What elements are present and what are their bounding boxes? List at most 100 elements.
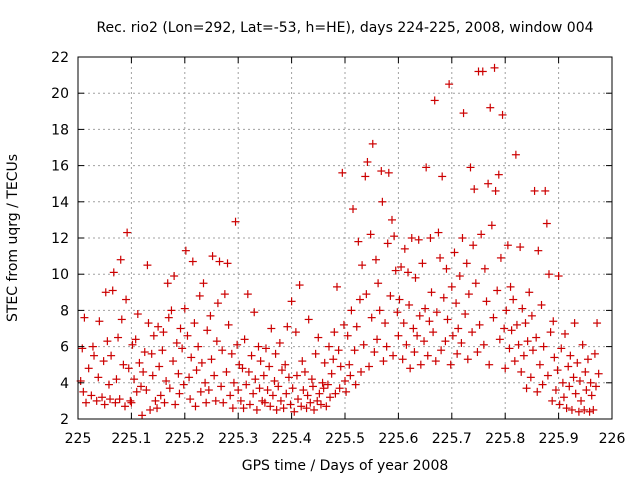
data-point [535, 360, 544, 369]
data-point [302, 404, 311, 413]
data-point [450, 248, 459, 257]
data-point [175, 389, 184, 398]
data-point [355, 295, 364, 304]
data-point [415, 311, 424, 320]
data-point [154, 322, 163, 331]
data-point [434, 228, 443, 237]
data-point [549, 317, 558, 326]
data-point [586, 378, 595, 387]
data-point [274, 382, 283, 391]
data-point [244, 367, 253, 376]
x-tick-label: 225.1 [111, 431, 151, 447]
data-point [479, 340, 488, 349]
data-point [439, 293, 448, 302]
x-tick-label: 225.5 [325, 431, 365, 447]
data-point [119, 360, 128, 369]
data-point [295, 281, 304, 290]
data-point [265, 362, 274, 371]
data-point [101, 288, 110, 297]
data-point [386, 291, 395, 300]
data-point [318, 378, 327, 387]
data-point [395, 295, 404, 304]
data-point [455, 272, 464, 281]
data-point [387, 215, 396, 224]
y-tick-labels: 2 4 6 8 10 12 14 16 18 20 22 [51, 50, 69, 428]
data-point [394, 331, 403, 340]
data-point [336, 362, 345, 371]
data-point [464, 290, 473, 299]
data-point [506, 282, 515, 291]
data-point [164, 313, 173, 322]
data-point [581, 367, 590, 376]
data-point [447, 282, 456, 291]
data-point [594, 369, 603, 378]
data-point [250, 308, 259, 317]
data-point [314, 333, 323, 342]
data-point [131, 335, 140, 344]
data-point [514, 340, 523, 349]
data-point [87, 391, 96, 400]
data-point [509, 295, 518, 304]
data-point [339, 320, 348, 329]
data-point [306, 398, 315, 407]
data-point [537, 300, 546, 309]
data-point [294, 395, 303, 404]
data-point [100, 400, 109, 409]
data-point [210, 371, 219, 380]
data-point [329, 355, 338, 364]
data-point [577, 396, 586, 405]
data-point [135, 358, 144, 367]
data-point [416, 360, 425, 369]
y-tick-label: 18 [51, 122, 69, 138]
data-point [555, 400, 564, 409]
data-point [441, 337, 450, 346]
data-point [82, 398, 91, 407]
y-tick-label: 2 [60, 412, 69, 428]
data-point [247, 351, 256, 360]
data-point [103, 337, 112, 346]
data-point [477, 230, 486, 239]
data-point [442, 264, 451, 273]
data-point [589, 405, 598, 414]
data-point [174, 369, 183, 378]
data-point [88, 342, 97, 351]
data-point [192, 366, 201, 375]
data-point [107, 351, 116, 360]
data-point [331, 389, 340, 398]
data-point [534, 246, 543, 255]
y-axis-label: STEC from uqrg / TECUs [5, 154, 21, 322]
data-point [315, 389, 324, 398]
data-point [489, 313, 498, 322]
data-point [400, 244, 409, 253]
data-point [502, 306, 511, 315]
data-point [109, 268, 118, 277]
data-point [346, 371, 355, 380]
data-point [463, 355, 472, 364]
data-point [418, 259, 427, 268]
data-point [459, 109, 468, 118]
data-point [490, 63, 499, 72]
data-point [518, 304, 527, 313]
data-point [297, 402, 306, 411]
data-point [78, 344, 87, 353]
data-point [169, 357, 178, 366]
data-point [151, 396, 160, 405]
data-point [343, 331, 352, 340]
data-point [204, 386, 213, 395]
data-point [213, 299, 222, 308]
data-point [165, 384, 174, 393]
data-point [335, 384, 344, 393]
data-point [569, 373, 578, 382]
data-point [405, 300, 414, 309]
data-point [359, 340, 368, 349]
data-point [183, 331, 192, 340]
data-point [128, 340, 137, 349]
data-point [393, 308, 402, 317]
data-point [104, 380, 113, 389]
data-point [122, 295, 131, 304]
data-point [170, 272, 179, 281]
data-point [438, 172, 447, 181]
data-points [76, 63, 603, 420]
data-point [158, 346, 167, 355]
data-point [202, 398, 211, 407]
